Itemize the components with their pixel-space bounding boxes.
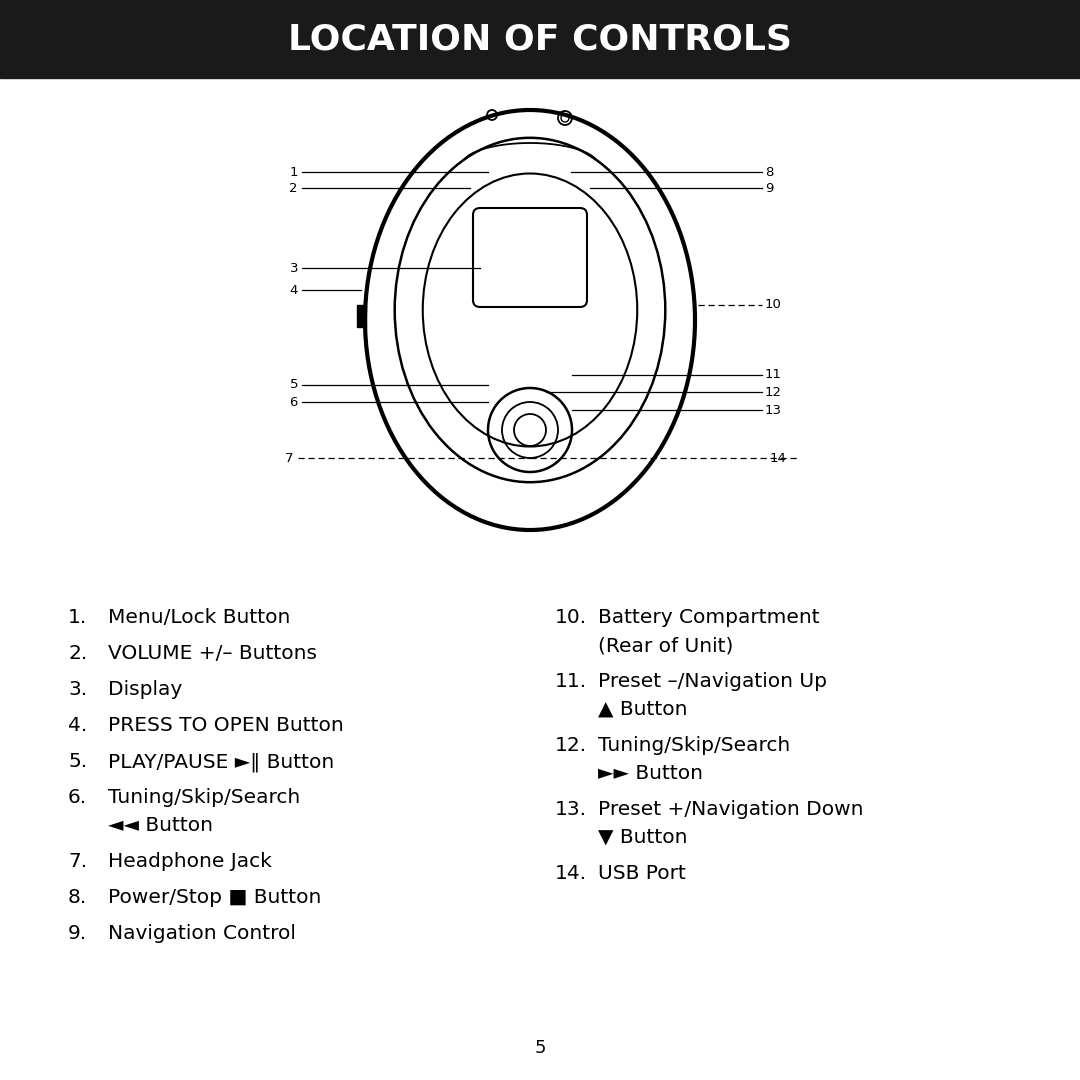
Text: 14.: 14. <box>555 864 588 883</box>
Text: 9: 9 <box>765 181 773 194</box>
Text: 5: 5 <box>289 378 298 391</box>
Text: 2.: 2. <box>68 644 87 663</box>
Text: Preset +/Navigation Down: Preset +/Navigation Down <box>598 800 864 819</box>
Text: 9.: 9. <box>68 924 87 943</box>
Text: Tuning/Skip/Search: Tuning/Skip/Search <box>108 788 300 807</box>
Text: PRESS TO OPEN Button: PRESS TO OPEN Button <box>108 716 343 735</box>
Text: Display: Display <box>108 680 183 699</box>
Text: ▲ Button: ▲ Button <box>598 700 688 719</box>
Text: ►► Button: ►► Button <box>598 764 703 783</box>
Text: 5.: 5. <box>68 752 87 771</box>
Text: Preset –/Navigation Up: Preset –/Navigation Up <box>598 672 827 691</box>
Text: 8.: 8. <box>68 888 87 907</box>
Text: 4: 4 <box>289 283 298 297</box>
Text: 11.: 11. <box>555 672 588 691</box>
Text: 6.: 6. <box>68 788 87 807</box>
Text: Headphone Jack: Headphone Jack <box>108 852 272 870</box>
Text: 11: 11 <box>765 368 782 381</box>
Text: PLAY/PAUSE ►‖ Button: PLAY/PAUSE ►‖ Button <box>108 752 334 771</box>
Text: Power/Stop ■ Button: Power/Stop ■ Button <box>108 888 322 907</box>
Text: 8: 8 <box>765 165 773 178</box>
Bar <box>357 305 366 327</box>
Text: 5: 5 <box>535 1039 545 1057</box>
Text: 7.: 7. <box>68 852 87 870</box>
Text: USB Port: USB Port <box>598 864 686 883</box>
Text: 6: 6 <box>289 395 298 408</box>
Text: Tuning/Skip/Search: Tuning/Skip/Search <box>598 735 791 755</box>
Text: VOLUME +/– Buttons: VOLUME +/– Buttons <box>108 644 318 663</box>
Text: 12: 12 <box>765 386 782 399</box>
Text: 13.: 13. <box>555 800 588 819</box>
Bar <box>0 0 1080 78</box>
Text: ▼ Button: ▼ Button <box>598 828 688 847</box>
Text: Menu/Lock Button: Menu/Lock Button <box>108 608 291 627</box>
Text: 12.: 12. <box>555 735 588 755</box>
Text: Battery Compartment: Battery Compartment <box>598 608 820 627</box>
Text: 3: 3 <box>289 261 298 274</box>
Text: 7: 7 <box>284 451 293 464</box>
Text: 13: 13 <box>765 404 782 417</box>
Text: 1.: 1. <box>68 608 87 627</box>
Text: 3.: 3. <box>68 680 87 699</box>
Text: 2: 2 <box>289 181 298 194</box>
Text: 4.: 4. <box>68 716 87 735</box>
Text: 10.: 10. <box>555 608 588 627</box>
Text: 14: 14 <box>770 451 787 464</box>
Text: Navigation Control: Navigation Control <box>108 924 296 943</box>
Text: LOCATION OF CONTROLS: LOCATION OF CONTROLS <box>288 22 792 56</box>
Text: ◄◄ Button: ◄◄ Button <box>108 816 213 835</box>
Text: 10: 10 <box>765 298 782 311</box>
Text: 1: 1 <box>289 165 298 178</box>
Text: (Rear of Unit): (Rear of Unit) <box>598 636 733 654</box>
